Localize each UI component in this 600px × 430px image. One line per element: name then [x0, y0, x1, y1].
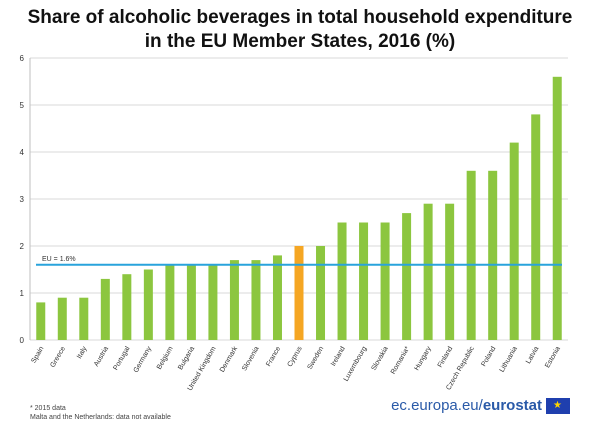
x-tick-label: Hungary: [414, 345, 434, 372]
bar-ireland: [337, 222, 347, 340]
bar-luxembourg: [359, 222, 369, 340]
x-tick-label: Greece: [49, 345, 67, 368]
x-tick-label: Latvia: [525, 345, 540, 365]
bar-portugal: [122, 274, 132, 340]
bar-latvia: [531, 114, 541, 341]
x-tick-label: Romania*: [390, 345, 412, 375]
bar-estonia: [552, 76, 562, 341]
x-tick-label: Slovenia: [241, 345, 261, 372]
x-tick-label: Sweden: [307, 345, 326, 370]
bar-cyprus: [294, 246, 304, 340]
x-tick-label: Spain: [30, 345, 45, 364]
x-tick-label: France: [265, 345, 282, 367]
y-axis: 0 1 2 3 4 5 6: [20, 54, 31, 345]
x-tick-label: Bulgaria: [177, 345, 196, 371]
x-tick-label: Ireland: [330, 345, 347, 367]
x-tick-label: Germany: [133, 345, 154, 374]
bar-slovenia: [251, 260, 261, 340]
bar-germany: [143, 269, 153, 340]
bar-greece: [57, 297, 67, 340]
chart-title-line1: Share of alcoholic beverages in total ho…: [27, 7, 573, 28]
eu-flag-icon: [546, 397, 570, 414]
x-tick-label: Italy: [76, 345, 89, 360]
bar-austria: [100, 278, 110, 340]
y-tick-label: 2: [20, 242, 25, 251]
chart-title: Share of alcoholic beverages in total ho…: [0, 6, 600, 54]
chart-title-line2: in the EU Member States, 2016 (%): [144, 31, 456, 52]
x-tick-label: Belgium: [156, 345, 175, 371]
bar-romania: [402, 213, 412, 340]
x-tick-label: Slovakia: [371, 345, 390, 372]
bar-lithuania: [509, 142, 519, 340]
y-tick-label: 1: [20, 289, 25, 298]
y-tick-label: 6: [20, 54, 25, 63]
brand-bold: eurostat: [482, 397, 542, 414]
brand-prefix: ec.europa.eu/: [391, 397, 483, 414]
x-tick-label: Cyprus: [287, 345, 304, 368]
x-tick-label: Luxembourg: [343, 345, 369, 382]
bar-france: [272, 255, 282, 340]
bars: [36, 76, 562, 341]
footnote-1: * 2015 data: [30, 405, 66, 412]
x-tick-label: Finland: [437, 345, 455, 368]
bar-finland: [445, 203, 455, 340]
x-tick-label: Poland: [480, 345, 497, 367]
y-tick-label: 3: [20, 195, 25, 204]
reference-line-label: EU = 1.6%: [42, 256, 76, 263]
x-tick-label: Denmark: [219, 345, 240, 374]
x-tick-label: Estonia: [544, 345, 562, 369]
y-tick-label: 0: [20, 336, 25, 345]
y-tick-label: 4: [20, 148, 25, 157]
footnotes: * 2015 data Malta and the Netherlands: d…: [30, 404, 171, 422]
bar-czech-republic: [466, 170, 476, 340]
bar-poland: [488, 170, 498, 340]
bar-slovakia: [380, 222, 390, 340]
bar-sweden: [316, 246, 326, 340]
bar-spain: [36, 302, 46, 340]
bar-united-kingdom: [208, 264, 218, 340]
reference-line-group: EU = 1.6%: [36, 256, 562, 266]
footnote-2: Malta and the Netherlands: data not avai…: [30, 414, 171, 421]
bar-italy: [79, 297, 89, 340]
grid-lines: [30, 57, 568, 341]
x-axis-labels: Spain Greece Italy Austria Portugal Germany Be…: [30, 345, 562, 392]
bar-denmark: [229, 260, 239, 340]
bar-bulgaria: [186, 264, 196, 340]
eurostat-brand: ec.europa.eu/eurostat: [391, 397, 570, 414]
x-tick-label: Austria: [93, 345, 110, 367]
x-tick-label: Portugal: [112, 345, 131, 371]
bar-belgium: [165, 264, 175, 340]
y-tick-label: 5: [20, 101, 25, 110]
x-tick-label: Lithuania: [499, 345, 519, 373]
bar-hungary: [423, 203, 433, 340]
